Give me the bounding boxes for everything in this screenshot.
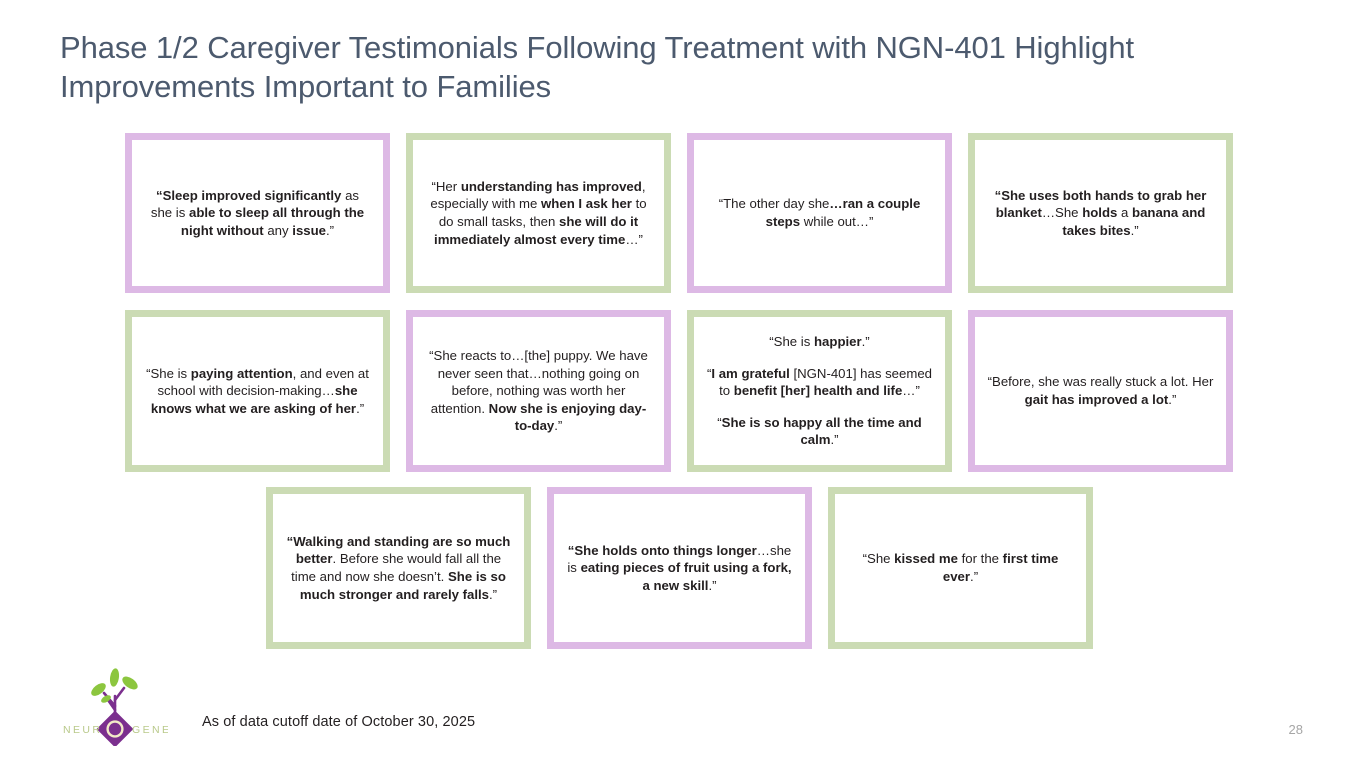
testimonial-paragraph: “She is paying attention, and even at sc… <box>146 365 369 416</box>
testimonial-row-2: “She is paying attention, and even at sc… <box>0 310 1365 475</box>
testimonial-paragraph: “Sleep improved significantly as she is … <box>150 187 365 238</box>
testimonial-paragraph: “She reacts to…[the] puppy. We have neve… <box>429 348 648 434</box>
testimonial-paragraph: “The other day she…ran a couple steps wh… <box>718 196 921 229</box>
quote-understanding-text: “Her understanding has improved, especia… <box>425 178 652 248</box>
testimonial-paragraph: “I am grateful [NGN-401] has seemed to b… <box>706 365 933 399</box>
quote-puppy[interactable]: “She reacts to…[the] puppy. We have neve… <box>406 310 671 472</box>
quote-ran-steps-text: “The other day she…ran a couple steps wh… <box>706 195 933 230</box>
quote-kissed-me-text: “She kissed me for the first time ever.” <box>847 550 1074 585</box>
logo-wordmark-right: GENE <box>132 724 168 736</box>
quote-gait-text: “Before, she was really stuck a lot. Her… <box>987 373 1214 408</box>
quote-sleep-text: “Sleep improved significantly as she is … <box>144 187 371 240</box>
testimonial-paragraph: “Her understanding has improved, especia… <box>430 178 647 247</box>
testimonial-row-1: “Sleep improved significantly as she is … <box>0 133 1365 293</box>
quote-happier-grateful-text: “She is happier.” “I am grateful [NGN-401… <box>706 333 933 449</box>
quote-both-hands-text: “She uses both hands to grab her blanket… <box>987 187 1214 240</box>
testimonial-paragraph: “She holds onto things longer…she is eat… <box>567 542 792 593</box>
neurogene-logo: NEUR GENE <box>62 666 168 746</box>
testimonial-paragraph: “Walking and standing are so much better… <box>286 533 511 602</box>
data-cutoff-note: As of data cutoff date of October 30, 20… <box>202 714 476 730</box>
testimonial-row-3: “Walking and standing are so much better… <box>0 487 1365 652</box>
quote-happier-grateful[interactable]: “She is happier.” “I am grateful [NGN-401… <box>687 310 952 472</box>
quote-ran-steps[interactable]: “The other day she…ran a couple steps wh… <box>687 133 952 293</box>
page-title: Phase 1/2 Caregiver Testimonials Followi… <box>60 30 1134 104</box>
testimonial-paragraph: “Before, she was really stuck a lot. Her… <box>987 374 1214 407</box>
testimonial-paragraph: “She is so happy all the time and calm.” <box>717 414 922 448</box>
quote-walking-standing[interactable]: “Walking and standing are so much better… <box>266 487 531 649</box>
quote-paying-attention-text: “She is paying attention, and even at sc… <box>144 365 371 418</box>
quote-both-hands[interactable]: “She uses both hands to grab her blanket… <box>968 133 1233 293</box>
quote-understanding[interactable]: “Her understanding has improved, especia… <box>406 133 671 293</box>
quote-holds-things-text: “She holds onto things longer…she is eat… <box>566 542 793 595</box>
quote-holds-things[interactable]: “She holds onto things longer…she is eat… <box>547 487 812 649</box>
testimonial-paragraph: “She kissed me for the first time ever.” <box>862 551 1059 584</box>
testimonial-paragraph: “She is happier.” <box>769 334 870 350</box>
quote-paying-attention[interactable]: “She is paying attention, and even at sc… <box>125 310 390 472</box>
page-number: 28 <box>1288 722 1303 737</box>
testimonial-paragraph: “She uses both hands to grab her blanket… <box>994 187 1207 238</box>
logo-wordmark-left: NEUR <box>63 724 102 736</box>
quote-gait[interactable]: “Before, she was really stuck a lot. Her… <box>968 310 1233 472</box>
quote-puppy-text: “She reacts to…[the] puppy. We have neve… <box>425 347 652 435</box>
quote-kissed-me[interactable]: “She kissed me for the first time ever.” <box>828 487 1093 649</box>
quote-sleep[interactable]: “Sleep improved significantly as she is … <box>125 133 390 293</box>
quote-walking-standing-text: “Walking and standing are so much better… <box>285 533 512 603</box>
